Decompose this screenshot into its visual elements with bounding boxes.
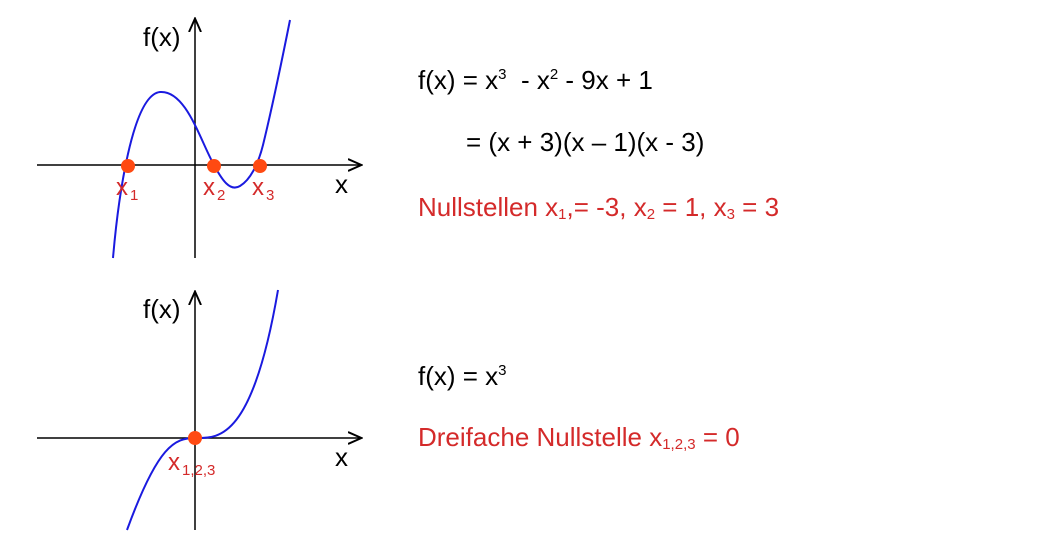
- point-sub: 1: [130, 187, 138, 204]
- equation-sup: 3: [498, 66, 507, 83]
- curve: [126, 289, 279, 531]
- root-dot: [207, 159, 221, 173]
- equation-text: Dreifache Nullstelle x: [418, 422, 663, 452]
- diagram-2: f(x) x x 1,2,3: [37, 289, 360, 531]
- equation-sub: 3: [726, 206, 735, 223]
- root-dot: [253, 159, 267, 173]
- y-label: f(x): [143, 294, 181, 324]
- equation-text: - x: [506, 65, 550, 95]
- root-dot: [121, 159, 135, 173]
- equation-text: Nullstellen x: [418, 192, 559, 222]
- y-label: f(x): [143, 22, 181, 52]
- point-sub: 3: [266, 187, 274, 204]
- point-label: x: [116, 174, 128, 201]
- equation-text: ,= -3, x: [566, 192, 647, 222]
- equation-text: = 3: [734, 192, 780, 222]
- equation: f(x) = x3 - x2 - 9x + 1: [418, 60, 653, 95]
- equation-sub: 2: [646, 206, 656, 223]
- x-label: x: [335, 442, 348, 472]
- equation-sub: 1: [558, 206, 567, 223]
- equation-text: = (x + 3)(x – 1)(x - 3): [466, 127, 705, 157]
- equation-text: - 9x + 1: [558, 65, 653, 95]
- diagram-1: f(x) x x 1 x 2 x 3: [37, 19, 360, 259]
- point-label: x: [168, 449, 180, 476]
- point-label: x: [252, 174, 264, 201]
- equation-sup: 3: [498, 362, 507, 379]
- equation-sup: 2: [549, 66, 559, 83]
- equation: = (x + 3)(x – 1)(x - 3): [466, 127, 704, 157]
- equation-sub: 1,2,3: [662, 436, 696, 453]
- x-label: x: [335, 169, 348, 199]
- curve: [112, 19, 291, 259]
- equation: f(x) = x3: [418, 356, 507, 391]
- equation-text: f(x) = x: [418, 361, 499, 391]
- root-dot: [188, 431, 202, 445]
- equation: Nullstellen x1,= -3, x2 = 1, x3 = 3: [418, 192, 779, 230]
- point-label: x: [203, 174, 215, 201]
- point-sub: 1,2,3: [182, 462, 215, 479]
- equation-text: f(x) = x: [418, 65, 499, 95]
- equation-text: = 1, x: [655, 192, 727, 222]
- equation: Dreifache Nullstelle x1,2,3 = 0: [418, 422, 740, 460]
- equation-text: = 0: [695, 422, 740, 452]
- point-sub: 2: [217, 187, 225, 204]
